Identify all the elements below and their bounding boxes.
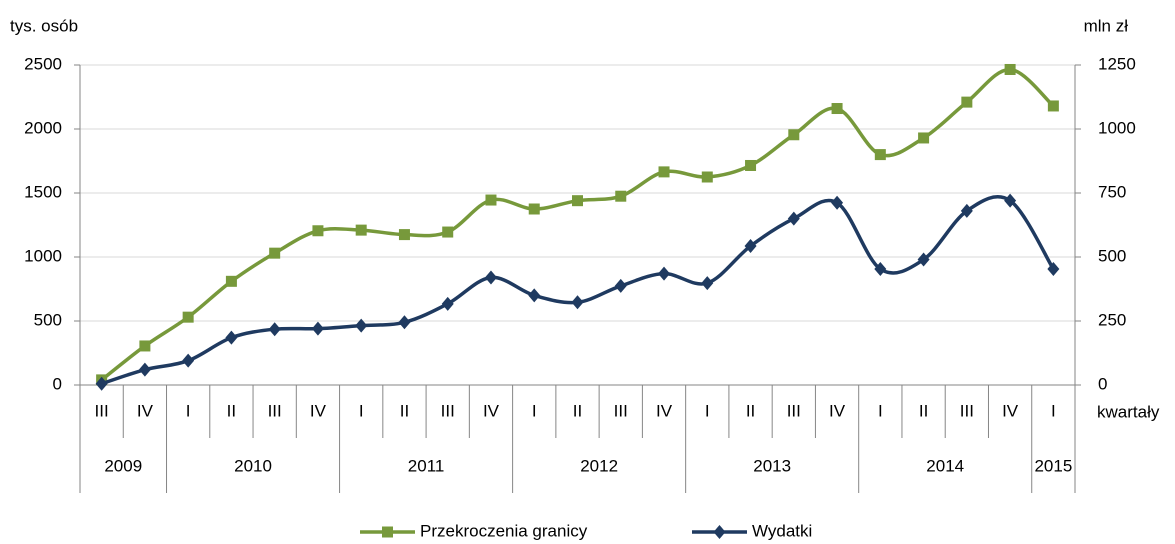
y-tick-label: 0	[53, 374, 62, 393]
series-line	[101, 195, 1055, 386]
y2-tick-label: 1250	[1098, 54, 1136, 73]
x-tick-label: I	[705, 401, 710, 420]
data-point	[269, 247, 281, 259]
data-point	[225, 330, 238, 345]
data-point	[528, 288, 541, 303]
data-point	[744, 238, 757, 253]
x-group-label: 2011	[408, 456, 445, 475]
y2-tick-label: 750	[1098, 182, 1126, 201]
data-point	[874, 149, 886, 161]
y-tick-label: 1000	[24, 246, 62, 265]
legend-marker	[382, 526, 393, 538]
data-point	[745, 159, 757, 171]
x-tick-label: II	[227, 401, 236, 420]
data-point	[311, 321, 324, 336]
data-point	[1047, 262, 1060, 277]
y-tick-label: 500	[34, 310, 62, 329]
data-point	[1047, 100, 1059, 112]
data-point	[874, 262, 887, 277]
data-point	[225, 275, 237, 287]
data-point	[138, 362, 151, 377]
y2-tick-label: 250	[1098, 310, 1126, 329]
data-point	[614, 278, 627, 293]
y-tick-label: 1500	[24, 182, 62, 201]
x-group-label: 2009	[104, 456, 142, 475]
data-point	[701, 276, 714, 291]
x-tick-label: IV	[656, 401, 673, 420]
x-group-label: 2010	[234, 456, 272, 475]
data-point	[398, 315, 411, 330]
x-tick-label: III	[960, 401, 974, 420]
x-tick-label: III	[268, 401, 282, 420]
x-tick-label: III	[441, 401, 455, 420]
y-tick-label: 2500	[24, 54, 62, 73]
data-point	[960, 203, 973, 218]
data-point	[658, 266, 671, 281]
x-tick-label: IV	[1002, 401, 1019, 420]
x-tick-label: III	[95, 401, 109, 420]
data-point	[572, 195, 583, 207]
x-tick-label: IV	[483, 401, 500, 420]
y-axis-label: tys. osób	[10, 16, 78, 35]
x-group-label: 2013	[753, 456, 791, 475]
x-tick-label: I	[1051, 401, 1056, 420]
data-point	[917, 252, 930, 267]
data-point	[139, 340, 151, 352]
x-axis-label: kwartały	[1097, 402, 1160, 421]
data-point	[268, 322, 281, 337]
y2-tick-label: 1000	[1098, 118, 1136, 137]
x-tick-label: I	[878, 401, 883, 420]
data-point	[398, 229, 410, 241]
x-tick-label: II	[400, 401, 409, 420]
legend-label: Przekroczenia granicy	[420, 521, 588, 540]
data-point	[1004, 63, 1016, 75]
legend-marker	[713, 525, 726, 539]
x-tick-label: III	[614, 401, 628, 420]
data-point	[918, 132, 930, 144]
x-group-label: 2015	[1034, 456, 1072, 475]
x-tick-label: II	[919, 401, 928, 420]
x-tick-label: I	[186, 401, 191, 420]
x-tick-label: II	[573, 401, 582, 420]
x-tick-label: IV	[829, 401, 846, 420]
y-tick-label: 2000	[24, 118, 62, 137]
x-group-label: 2012	[580, 456, 618, 475]
data-point	[528, 203, 540, 215]
data-point	[571, 295, 584, 310]
data-point	[787, 211, 800, 226]
x-tick-label: IV	[310, 401, 327, 420]
x-tick-label: I	[532, 401, 537, 420]
data-point	[1004, 193, 1017, 208]
data-point	[355, 224, 367, 236]
x-tick-label: III	[787, 401, 801, 420]
data-point	[182, 311, 194, 323]
data-point	[442, 226, 454, 238]
data-point	[355, 318, 368, 333]
data-point	[182, 353, 195, 368]
legend-label: Wydatki	[752, 521, 812, 540]
data-point	[831, 103, 843, 115]
x-tick-label: I	[359, 401, 364, 420]
y2-tick-label: 0	[1098, 374, 1107, 393]
data-point	[658, 166, 670, 178]
data-point	[441, 296, 454, 311]
data-point	[831, 195, 844, 210]
data-point	[485, 194, 497, 206]
data-point	[615, 190, 627, 202]
data-point	[701, 171, 713, 183]
data-point	[312, 225, 324, 237]
x-tick-label: II	[746, 401, 755, 420]
data-point	[961, 96, 973, 108]
y2-axis-label: mln zł	[1084, 16, 1129, 35]
x-tick-label: IV	[137, 401, 154, 420]
data-point	[95, 376, 108, 391]
data-point	[788, 129, 800, 141]
x-group-label: 2014	[926, 456, 964, 475]
data-point	[484, 270, 497, 285]
y2-tick-label: 500	[1098, 246, 1126, 265]
